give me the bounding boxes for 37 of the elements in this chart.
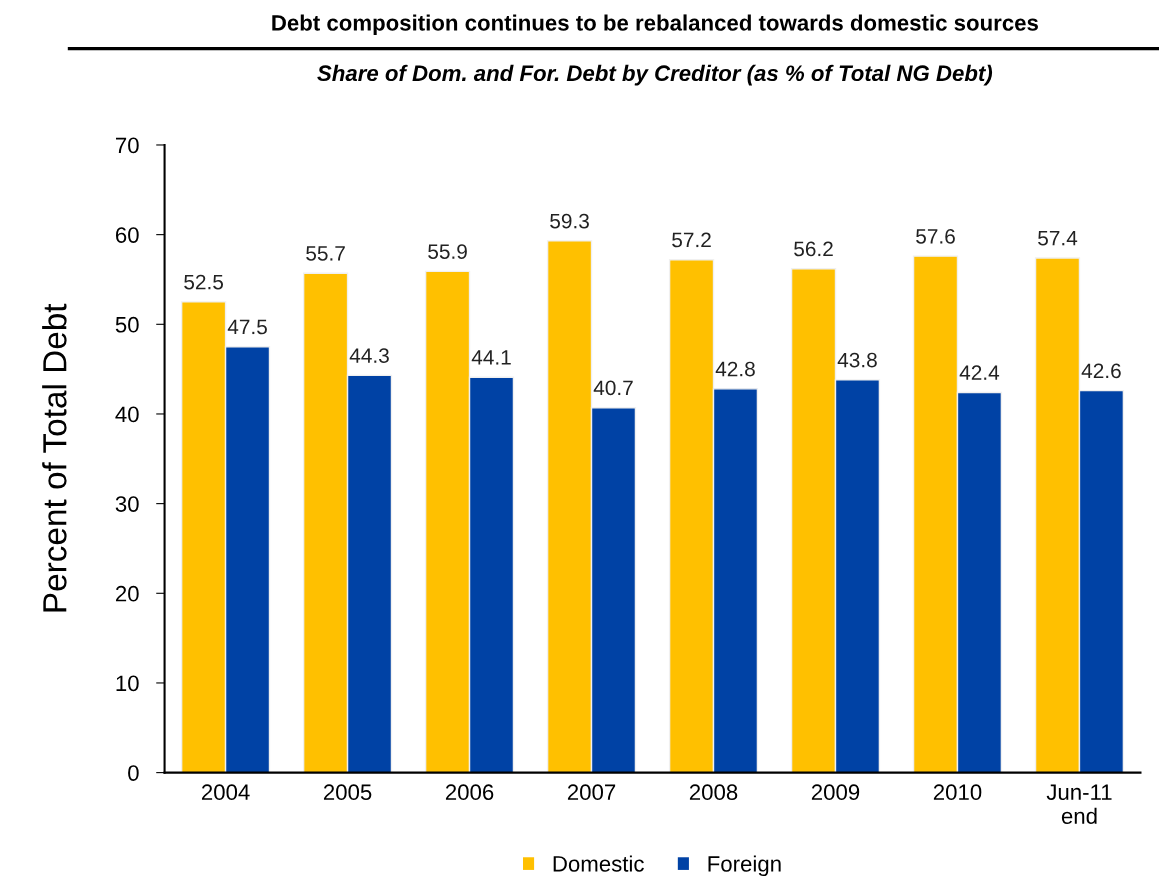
x-tick-label: 2007 <box>567 784 616 801</box>
data-label: 52.5 <box>184 274 224 290</box>
x-tick-label: 2009 <box>811 784 860 801</box>
y-tick-label: 70 <box>116 137 139 154</box>
data-label: 42.8 <box>715 361 755 377</box>
y-tick-label: 0 <box>128 765 139 781</box>
chart-subtitle: Share of Dom. and For. Debt by Creditor (as % of Total NG Debt) <box>317 64 993 86</box>
data-label: 44.3 <box>349 348 389 363</box>
data-label: 56.2 <box>794 241 833 257</box>
legend-label: Foreign <box>708 855 781 877</box>
legend-label: Domestic <box>553 855 644 872</box>
y-tick-label: 50 <box>115 316 139 333</box>
data-label: 43.8 <box>837 352 877 368</box>
y-tick-label: 20 <box>115 585 139 602</box>
x-tick-label: Jun-11 end <box>1046 784 1112 824</box>
data-label: 47.5 <box>227 319 267 335</box>
data-label: 59.3 <box>550 213 589 229</box>
x-tick-label: 2010 <box>933 784 982 801</box>
x-tick-label: 2008 <box>689 784 738 801</box>
data-label: 55.9 <box>428 244 467 259</box>
y-tick-label: 30 <box>115 496 139 512</box>
data-label: 57.2 <box>672 232 711 248</box>
data-label: 57.4 <box>1038 230 1078 246</box>
y-tick-label: 10 <box>116 675 139 692</box>
y-axis-title: Percent of Total Debt <box>42 303 67 612</box>
x-tick-label: 2004 <box>201 784 250 801</box>
x-tick-label: 2005 <box>323 784 372 801</box>
data-label: 42.4 <box>959 365 1000 380</box>
y-tick-label: 40 <box>115 406 139 423</box>
data-label: 44.1 <box>471 350 511 365</box>
y-tick-label: 60 <box>115 227 139 243</box>
data-label: 55.7 <box>306 246 345 261</box>
data-label: 57.6 <box>916 228 955 244</box>
chart-title: Debt composition continues to be rebalanced towards domestic sources <box>272 14 1038 36</box>
x-tick-label: 2006 <box>445 784 494 801</box>
data-label: 40.7 <box>593 380 633 396</box>
data-label: 42.6 <box>1081 363 1121 379</box>
